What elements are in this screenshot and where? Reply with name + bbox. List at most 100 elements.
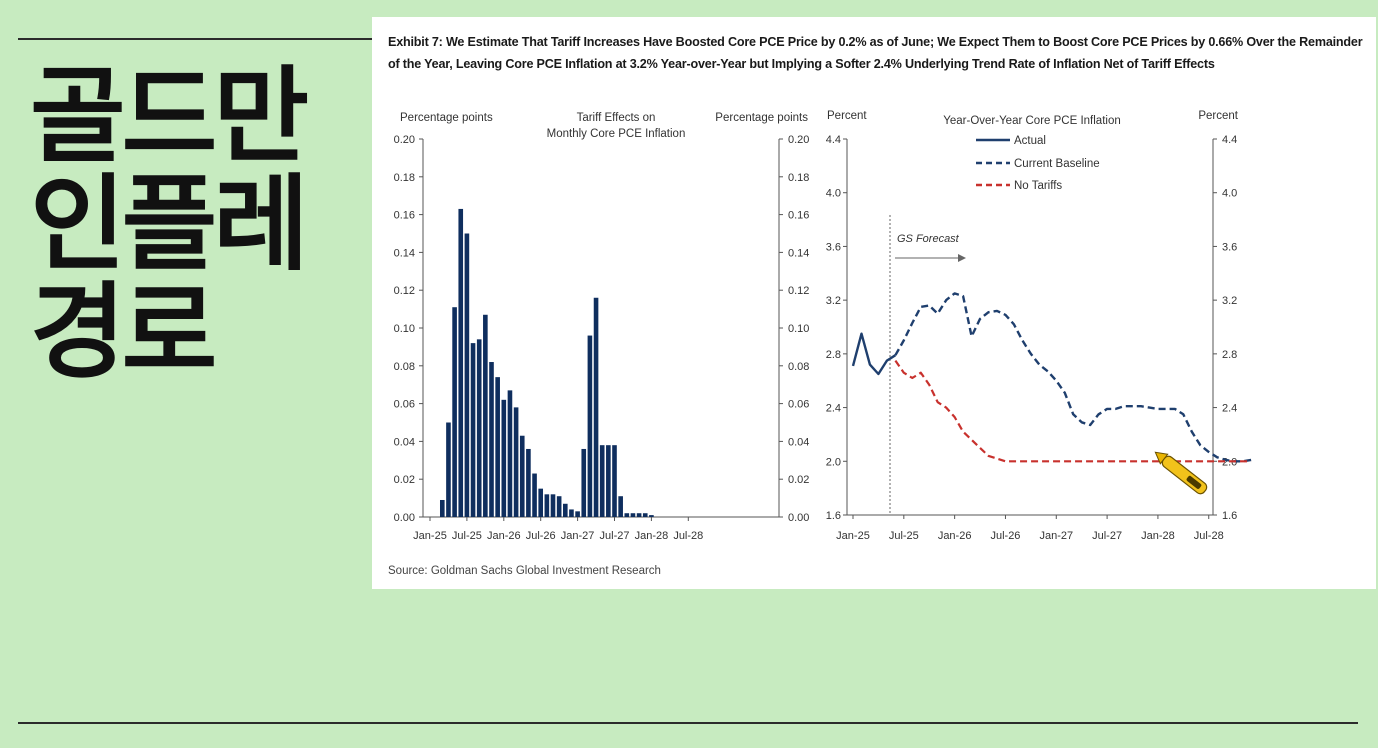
line-ylabel-left: Percent [827,110,867,122]
headline-line-2: 인플레 [30,163,309,285]
bar-title-line-2: Monthly Core PCE Inflation [547,128,686,140]
bar-ytick-label-left: 0.20 [394,134,415,146]
bar [630,513,636,517]
line-xtick-label: Jul-27 [1092,530,1122,542]
bar [495,377,500,517]
bar [513,407,519,517]
line-xtick-label: Jan-28 [1141,530,1175,542]
line-xtick-label: Jul-28 [1194,530,1224,542]
source-note: Source: Goldman Sachs Global Investment … [388,565,661,577]
bar [606,445,611,517]
bar-ytick-label-right: 0.18 [788,172,809,184]
bar-ytick-label-right: 0.04 [788,436,809,448]
top-divider [18,38,373,40]
line-ytick-label-right: 3.6 [1222,241,1237,253]
bar [538,488,544,517]
bar-xtick-label: Jul-26 [526,530,556,542]
line-ytick-label-left: 4.4 [826,134,841,146]
line-ytick-label-right: 1.6 [1222,510,1237,522]
bar-ytick-label-left: 0.02 [394,474,415,486]
bar-ytick-label-right: 0.10 [788,323,809,335]
line-ytick-label-left: 2.0 [826,456,841,468]
headline-line-3: 경로 [30,271,217,393]
line-ytick-label-right: 3.2 [1222,295,1237,307]
bar-xtick-label: Jul-28 [673,530,703,542]
line-ytick-label-right: 2.8 [1222,349,1237,361]
bar-ytick-label-right: 0.00 [788,512,809,524]
legend-label: No Tariffs [1014,180,1062,192]
bar-ytick-label-right: 0.02 [788,474,809,486]
bar [544,494,550,517]
bar-ytick-label-left: 0.18 [394,172,415,184]
line-ytick-label-right: 4.4 [1222,134,1237,146]
bar-xtick-label: Jan-27 [561,530,595,542]
line-xtick-label: Jul-25 [889,530,919,542]
bar [636,513,642,517]
line-ytick-label-left: 3.6 [826,241,841,253]
bar-ytick-label-right: 0.16 [788,210,809,222]
bar-ytick-label-right: 0.14 [788,247,809,259]
bar-ytick-label-right: 0.12 [788,285,809,297]
bar-ytick-label-right: 0.08 [788,361,809,373]
headline-line-1: 골드만 [30,55,309,177]
bar-xtick-label: Jul-25 [452,530,482,542]
bar [483,314,488,517]
bar [599,445,605,517]
bar-ytick-label-left: 0.10 [394,323,415,335]
bar [458,208,464,517]
line-xtick-label: Jul-26 [990,530,1020,542]
line-ytick-label-left: 4.0 [826,188,841,200]
legend-label: Actual [1014,135,1046,147]
forecast-label: GS Forecast [897,233,960,245]
line-ytick-label-left: 2.4 [826,403,841,415]
bar [501,399,507,517]
bar-ytick-label-left: 0.16 [394,210,415,222]
line-xtick-label: Jan-26 [938,530,972,542]
bar [587,335,593,517]
exhibit-title: Exhibit 7: We Estimate That Tariff Incre… [388,35,1363,71]
bar [476,339,482,517]
line-xtick-label: Jan-27 [1039,530,1073,542]
legend-label: Current Baseline [1014,158,1100,170]
bar [532,473,537,517]
bar-ylabel-right: Percentage points [715,112,808,124]
bar-ytick-label-left: 0.04 [394,436,415,448]
bar [446,422,451,517]
bar [526,448,531,517]
bar [569,509,574,517]
forecast-arrow-head [958,254,966,262]
line-ytick-label-left: 1.6 [826,510,841,522]
series-line-no-tariffs [894,359,1252,463]
exhibit-panel: Exhibit 7: We Estimate That Tariff Incre… [372,17,1376,589]
bar [624,513,630,517]
line-ytick-label-right: 2.4 [1222,403,1237,415]
bar [550,494,556,517]
headline: 골드만 인플레 경로 [30,62,360,386]
bar [439,499,445,517]
line-xtick-label: Jan-25 [836,530,870,542]
bar [649,515,654,517]
bar-ytick-label-right: 0.20 [788,134,809,146]
bar-xtick-label: Jan-25 [413,530,447,542]
bar [642,513,648,517]
bar [464,233,470,517]
line-chart-title: Year-Over-Year Core PCE Inflation [943,115,1121,127]
bar [593,297,599,517]
line-ytick-label-left: 2.8 [826,349,841,361]
bar-ylabel-left: Percentage points [400,112,493,124]
bar [618,496,623,517]
bar [470,343,476,517]
bar [575,511,580,517]
bar-ytick-label-right: 0.06 [788,399,809,411]
bar-xtick-label: Jul-27 [600,530,630,542]
bar-ytick-label-left: 0.08 [394,361,415,373]
bar [581,448,587,517]
line-ytick-label-left: 3.2 [826,295,841,307]
series-line-actual [851,332,897,376]
bar [519,435,525,517]
bar [562,503,568,517]
pen-pointer-icon [1154,451,1208,495]
line-ytick-label-right: 4.0 [1222,188,1237,200]
bar [507,390,513,517]
bar-ytick-label-left: 0.14 [394,247,415,259]
